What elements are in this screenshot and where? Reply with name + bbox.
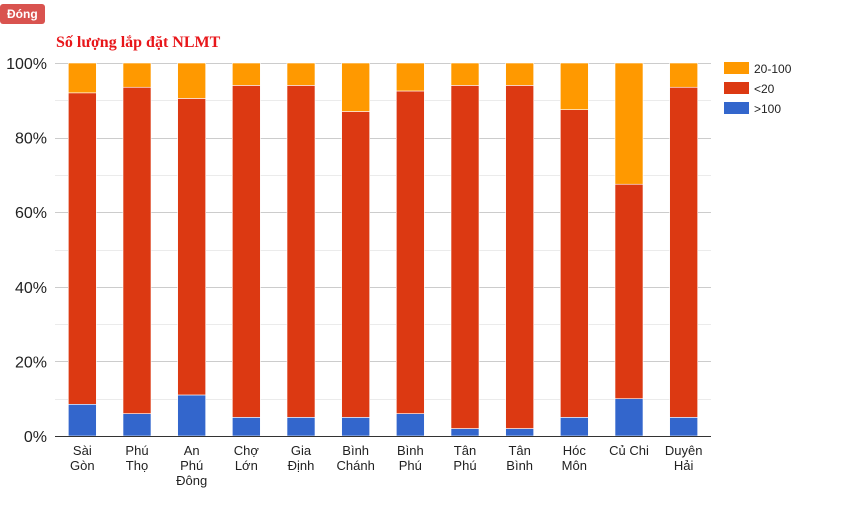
bar-segment[interactable] [396, 413, 425, 437]
bar-segment[interactable] [450, 85, 480, 429]
x-tick-label: Bình Chánh [337, 443, 375, 473]
bar-segment[interactable] [560, 62, 589, 110]
bar-segment[interactable] [505, 62, 534, 86]
bar-segment[interactable] [505, 428, 534, 437]
y-tick-label: 60% [15, 205, 47, 222]
bar-segment[interactable] [614, 183, 644, 400]
x-axis-ticks: Sài Gòn Phú Thọ An Phú Đông Chợ Lớn Gia Định Bình Ch… [70, 443, 702, 488]
y-tick-label: 40% [15, 280, 47, 297]
bar-segment[interactable] [614, 398, 644, 437]
legend-swatch [724, 102, 749, 114]
bar-segment[interactable] [122, 86, 152, 414]
bar-segment[interactable] [68, 403, 97, 437]
x-tick-label: Phú Thọ [125, 443, 148, 473]
x-tick-label: Hóc Môn [562, 443, 587, 473]
y-axis-ticks: 0% 20% 40% 60% 80% 100% [6, 56, 47, 446]
bar-segment[interactable] [396, 90, 425, 414]
chart-title: Số lượng lắp đặt NLMT [56, 34, 221, 51]
bar-segment[interactable] [669, 86, 698, 418]
bar-segment[interactable] [68, 62, 97, 94]
bar-segment[interactable] [669, 417, 698, 437]
legend-label: 20-100 [754, 62, 792, 76]
x-tick-label: Chợ Lớn [234, 443, 260, 473]
bar-segment[interactable] [614, 62, 644, 185]
bar-segment[interactable] [177, 62, 206, 99]
bar-segment[interactable] [232, 417, 261, 437]
bar-segment[interactable] [232, 85, 261, 418]
legend-label: >100 [754, 102, 781, 116]
x-tick-label: Bình Phú [397, 443, 424, 473]
x-tick-label: Sài Gòn [70, 443, 95, 473]
x-tick-label: Tân Bình [506, 443, 533, 473]
bar-segment[interactable] [396, 62, 425, 92]
bar-segment[interactable] [286, 417, 316, 437]
bar-segment[interactable] [669, 62, 698, 88]
bars [68, 62, 698, 437]
gridlines [55, 63, 711, 437]
bar-segment[interactable] [122, 413, 152, 437]
bar-segment[interactable] [450, 62, 480, 86]
bar-segment[interactable] [341, 62, 370, 112]
y-tick-label: 0% [24, 429, 47, 446]
legend-label: <20 [754, 82, 775, 96]
bar-segment[interactable] [68, 92, 97, 405]
legend-swatch [724, 62, 749, 74]
x-tick-label: Tân Phú [453, 443, 476, 473]
legend-swatch [724, 82, 749, 94]
bar-segment[interactable] [286, 62, 316, 86]
bar-segment[interactable] [122, 62, 152, 88]
bar-segment[interactable] [177, 98, 206, 396]
bar-segment[interactable] [341, 417, 370, 437]
bar-segment[interactable] [505, 85, 534, 429]
bar-segment[interactable] [177, 394, 206, 437]
legend: 20-100 <20 >100 [724, 62, 792, 116]
bar-segment[interactable] [232, 62, 261, 86]
close-button[interactable]: Đóng [0, 4, 45, 24]
bar-segment[interactable] [560, 109, 589, 418]
bar-segment[interactable] [560, 417, 589, 437]
x-tick-label: An Phú Đông [176, 443, 207, 488]
bar-segment[interactable] [450, 428, 480, 437]
y-tick-label: 100% [6, 56, 47, 73]
x-tick-label: Củ Chi [609, 443, 649, 458]
y-tick-label: 80% [15, 131, 47, 148]
bar-segment[interactable] [341, 111, 370, 418]
y-tick-label: 20% [15, 354, 47, 371]
x-tick-label: Gia Định [288, 443, 315, 473]
bar-segment[interactable] [286, 85, 316, 418]
x-tick-label: Duyên Hải [665, 443, 703, 473]
